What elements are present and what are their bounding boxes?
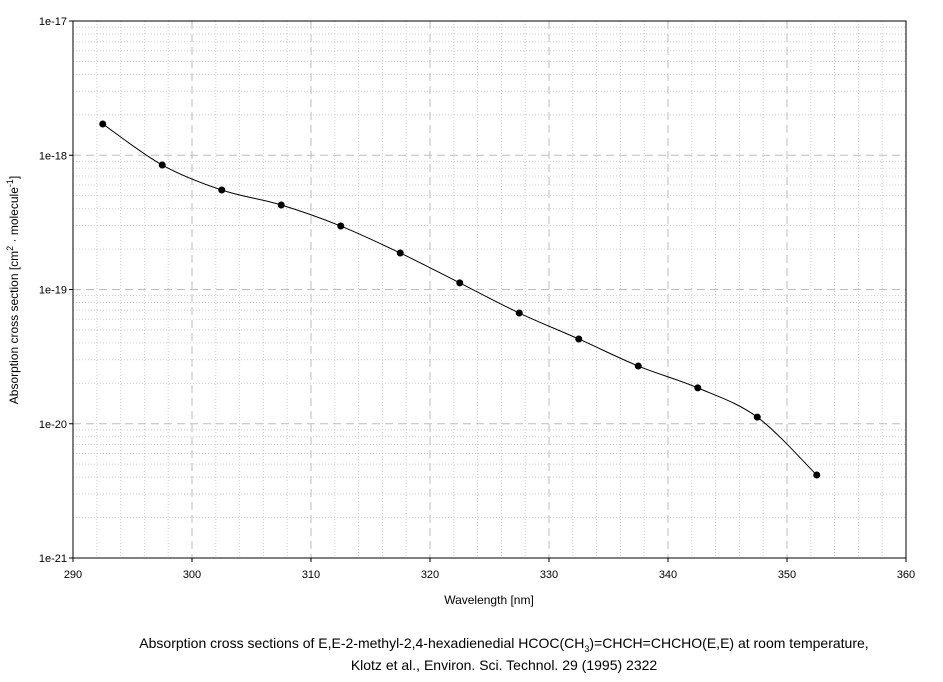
text-part: 3 (584, 644, 589, 654)
caption: Klotz et al., Environ. Sci. Technol. 29 … (351, 657, 658, 673)
text-part: Absorption cross sections of E,E-2-methy… (139, 635, 584, 651)
x-tick-label: 310 (302, 569, 320, 581)
data-point (218, 186, 226, 194)
y-tick-label: 1e-18 (39, 150, 67, 162)
x-tick-label: 320 (421, 569, 439, 581)
text-part: Absorption cross section [cm (7, 251, 21, 404)
y-tick-label: 1e-17 (39, 16, 67, 28)
text-part: 2 (5, 246, 15, 251)
text-part: )=CHCH=CHCHO(E,E) at room temperature, (589, 635, 868, 651)
data-point (575, 335, 583, 343)
y-tick-label: 1e-21 (39, 553, 67, 565)
text-part: Klotz et al., Environ. Sci. Technol. 29 … (351, 657, 658, 673)
x-tick-label: 340 (659, 569, 677, 581)
x-tick-label: 330 (540, 569, 558, 581)
x-axis-title: Wavelength [nm] (444, 593, 534, 607)
data-point (694, 384, 702, 392)
grid (73, 21, 906, 558)
x-tick-label: 290 (64, 569, 82, 581)
data-point (813, 471, 821, 479)
data-point (99, 120, 107, 128)
x-tick-label: 360 (897, 569, 915, 581)
y-tick-label: 1e-19 (39, 285, 67, 297)
data-point (515, 309, 523, 317)
data-point (396, 249, 404, 257)
caption: Absorption cross sections of E,E-2-methy… (139, 635, 868, 654)
text-part: ] (7, 176, 21, 179)
data-point (456, 279, 464, 287)
text-part: -1 (5, 179, 15, 187)
x-tick-label: 350 (778, 569, 796, 581)
data-point (634, 362, 642, 370)
y-axis-title: Absorption cross section [cm2 · molecule… (5, 176, 21, 404)
text-part: · molecule (7, 187, 21, 246)
data-point (158, 161, 166, 169)
y-tick-label: 1e-20 (39, 419, 67, 431)
x-tick-label: 300 (183, 569, 201, 581)
data-point (753, 413, 761, 421)
data-point (337, 222, 345, 230)
data-point (277, 201, 285, 209)
